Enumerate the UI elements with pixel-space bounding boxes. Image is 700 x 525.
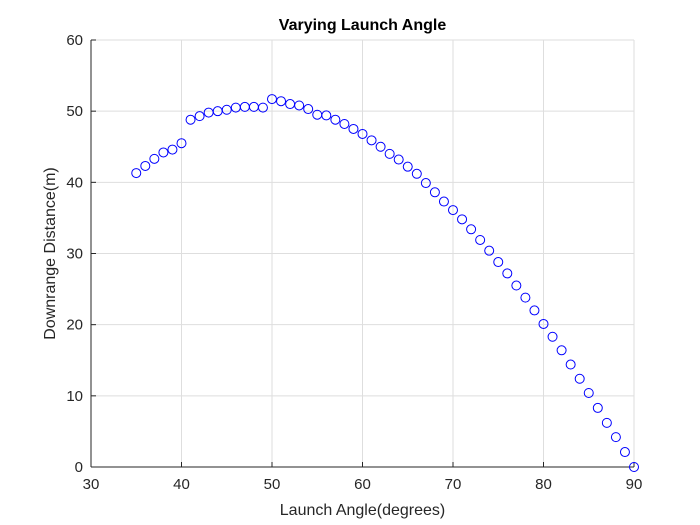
- y-tick-label: 30: [66, 246, 83, 263]
- data-point: [393, 154, 404, 165]
- data-point: [384, 148, 395, 159]
- y-tick-label: 50: [66, 103, 83, 120]
- data-point: [366, 135, 377, 146]
- y-tick-label: 40: [66, 174, 83, 191]
- data-point: [629, 462, 639, 472]
- x-axis-label: Launch Angle(degrees): [280, 502, 445, 519]
- y-tick-label: 10: [66, 388, 83, 405]
- data-point: [574, 373, 585, 384]
- data-point: [457, 214, 468, 225]
- data-point: [448, 205, 458, 216]
- data-point: [411, 168, 422, 179]
- data-point: [303, 104, 314, 115]
- data-point: [438, 196, 449, 207]
- x-tick-label: 40: [173, 476, 190, 493]
- data-point: [140, 160, 151, 171]
- y-tick-labels: 0 10 20 30 40 50 60: [66, 32, 83, 476]
- data-point: [348, 123, 359, 134]
- data-point: [429, 187, 440, 198]
- data-point: [276, 96, 287, 107]
- data-point: [330, 114, 341, 125]
- data-point: [149, 153, 160, 164]
- y-tick-label: 60: [66, 32, 83, 49]
- data-point: [520, 292, 531, 303]
- data-point: [610, 432, 621, 443]
- x-tick-label: 50: [264, 476, 281, 493]
- data-point: [547, 331, 558, 342]
- data-point: [194, 111, 205, 122]
- y-tick-label: 0: [75, 459, 83, 476]
- data-point: [402, 161, 413, 172]
- data-point: [339, 118, 350, 129]
- data-point: [511, 280, 522, 291]
- data-point: [375, 141, 386, 152]
- data-point: [131, 168, 142, 179]
- data-point: [466, 224, 477, 235]
- data-point: [556, 345, 567, 356]
- data-point: [592, 402, 603, 413]
- y-tick-label: 20: [66, 317, 83, 334]
- data-point: [267, 94, 277, 105]
- data-point: [502, 268, 513, 279]
- data-points: [131, 94, 639, 472]
- x-tick-label: 90: [626, 476, 643, 493]
- data-point: [484, 245, 495, 256]
- x-tick-label: 60: [354, 476, 371, 493]
- y-axis-label: Downrange Distance(m): [42, 167, 59, 340]
- data-point: [475, 234, 486, 245]
- data-point: [321, 110, 332, 121]
- data-point: [538, 318, 549, 329]
- data-point: [619, 447, 630, 458]
- x-tick-label: 70: [445, 476, 462, 493]
- data-point: [565, 359, 576, 370]
- data-point: [257, 102, 268, 113]
- chart-title: Varying Launch Angle: [279, 17, 447, 34]
- data-point: [221, 104, 232, 115]
- x-tick-labels: 30 40 50 60 70 80 90: [83, 476, 643, 493]
- data-point: [357, 128, 368, 139]
- data-point: [176, 138, 187, 149]
- x-tick-label: 80: [535, 476, 552, 493]
- x-tick-label: 30: [83, 476, 100, 493]
- data-point: [294, 100, 305, 111]
- data-point: [601, 417, 612, 428]
- data-point: [420, 178, 431, 189]
- data-point: [158, 147, 169, 158]
- data-point: [583, 387, 594, 398]
- data-point: [529, 305, 540, 316]
- data-point: [185, 114, 196, 125]
- data-point: [493, 257, 504, 268]
- data-point: [167, 144, 178, 155]
